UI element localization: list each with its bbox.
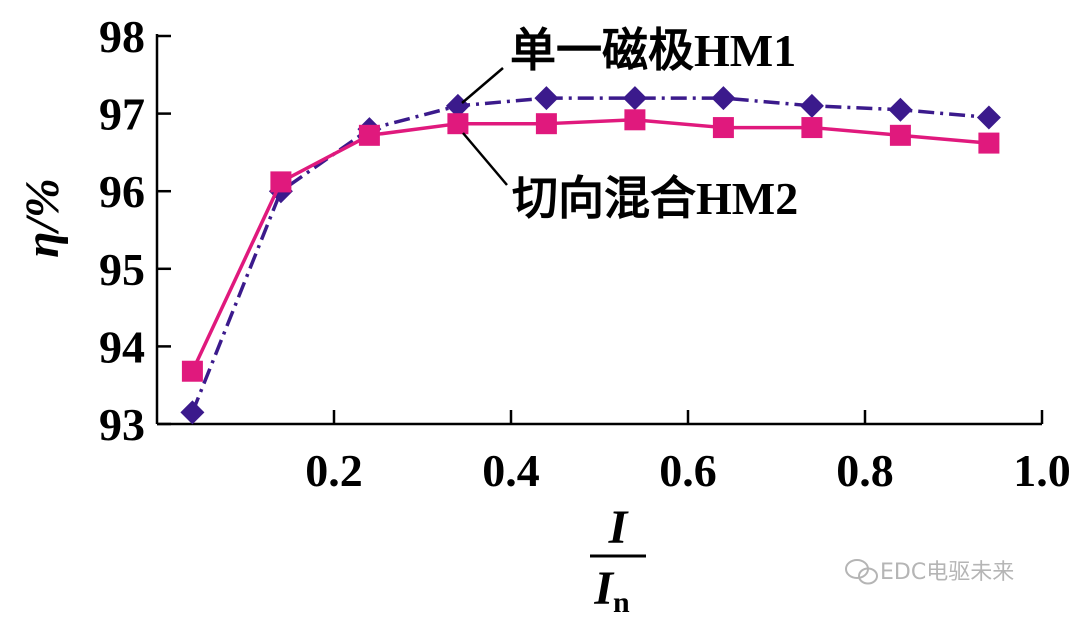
series-2-point: [712, 117, 734, 139]
watermark-text: EDC电驱未来: [880, 560, 1014, 585]
series-2-point: [624, 109, 646, 131]
series-2-line: [190, 118, 990, 372]
series-layer: [180, 86, 1001, 425]
y-ticks: 93 94 95 96 97 98: [99, 11, 171, 450]
series-label-hm1-text: 单一磁极HM1: [510, 25, 796, 76]
axes: [155, 34, 1042, 426]
x-tick-label: 0.8: [836, 445, 894, 496]
series-1-point: [888, 97, 913, 122]
series-2-point: [889, 124, 911, 146]
y-axis-title: η/%: [16, 178, 69, 258]
series-2-point: [801, 117, 823, 139]
series-2-point: [270, 171, 292, 193]
y-tick-label: 95: [99, 244, 145, 295]
series-1-point: [180, 400, 205, 425]
series-1-line: [190, 96, 990, 414]
x-axis-title: I In: [590, 501, 646, 618]
series-label-hm2-text: 切向混合HM2: [512, 173, 798, 224]
y-tick-label: 94: [99, 321, 145, 372]
y-tick-label: 93: [99, 399, 145, 450]
series-1-point: [622, 86, 647, 111]
wechat-icon: [845, 559, 878, 585]
series-2-point: [358, 124, 380, 146]
y-tick-label: 96: [99, 166, 145, 217]
x-axis-title-denominator-main: I: [593, 562, 615, 615]
watermark: EDC电驱未来: [845, 559, 1014, 585]
series-1-point: [534, 86, 559, 111]
x-axis-title-denominator: In: [593, 562, 630, 618]
x-tick-label: 0.2: [305, 445, 363, 496]
series-1: [180, 86, 1001, 425]
x-tick-label: 1.0: [1013, 445, 1071, 496]
series-2-point: [978, 132, 1000, 154]
leader-line-hm2: [462, 132, 508, 186]
series-2-point: [535, 113, 557, 135]
series-1-point: [799, 93, 824, 118]
series-label-hm2: 切向混合HM2: [462, 132, 798, 224]
series-2-point: [181, 360, 203, 382]
y-tick-label: 98: [99, 11, 145, 62]
series-label-hm1: 单一磁极HM1: [461, 25, 796, 104]
series-1-point: [711, 86, 736, 111]
x-axis-title-numerator: I: [608, 501, 630, 554]
y-tick-label: 97: [99, 89, 145, 140]
x-axis-title-denominator-sub: n: [613, 586, 630, 618]
leader-line-hm1: [461, 67, 504, 104]
series-1-point: [976, 105, 1001, 130]
x-tick-label: 0.6: [659, 445, 717, 496]
x-ticks: 0.2 0.4 0.6 0.8 1.0: [305, 410, 1071, 496]
x-tick-label: 0.4: [482, 445, 540, 496]
series-2: [181, 109, 1000, 382]
series-2-point: [447, 113, 469, 135]
